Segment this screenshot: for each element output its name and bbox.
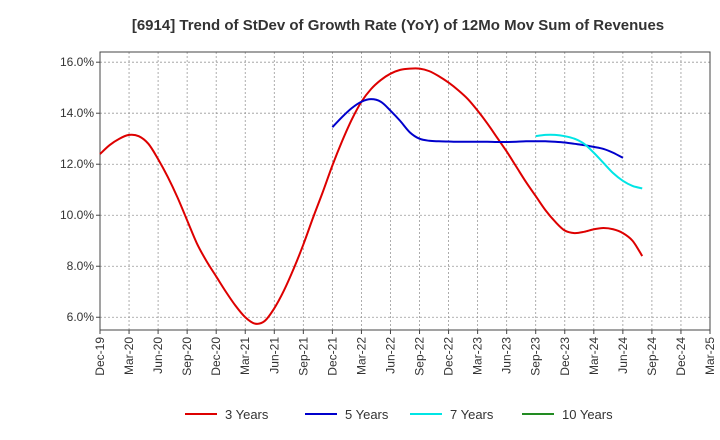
x-tick-label: Dec-20 xyxy=(209,337,223,376)
y-tick-label: 6.0% xyxy=(67,310,95,324)
x-tick-label: Sep-23 xyxy=(529,337,543,376)
plot-area xyxy=(99,51,711,331)
y-axis: 6.0% 8.0% 10.0% 12.0% 14.0% 16.0% xyxy=(60,55,100,324)
x-tick-label: Sep-20 xyxy=(180,337,194,376)
series-line-7-years xyxy=(535,133,643,190)
chart-title: [6914] Trend of StDev of Growth Rate (Yo… xyxy=(132,17,664,34)
x-tick-label: Mar-25 xyxy=(703,337,717,375)
grid xyxy=(100,52,710,330)
x-tick-label: Dec-19 xyxy=(93,337,107,376)
x-tick-label: Jun-21 xyxy=(267,337,281,374)
x-tick-label: Mar-20 xyxy=(122,337,136,375)
y-tick-label: 10.0% xyxy=(60,208,94,222)
x-axis: Dec-19 Mar-20 Jun-20 Sep-20 Dec-20 Mar-21 Jun-… xyxy=(93,330,717,376)
y-tick-label: 12.0% xyxy=(60,157,94,171)
x-tick-label: Dec-22 xyxy=(442,337,456,376)
y-tick-label: 14.0% xyxy=(60,106,94,120)
x-tick-label: Sep-21 xyxy=(296,337,310,376)
legend: 3 Years 5 Years 7 Years 10 Years xyxy=(185,407,613,422)
x-tick-label: Dec-21 xyxy=(325,337,339,376)
legend-label-3-years: 3 Years xyxy=(225,407,269,422)
x-tick-label: Mar-22 xyxy=(354,337,368,375)
x-tick-label: Jun-24 xyxy=(616,337,630,374)
x-tick-label: Mar-24 xyxy=(587,337,601,375)
series-layer xyxy=(99,67,644,325)
x-tick-label: Dec-24 xyxy=(674,337,688,376)
y-tick-label: 16.0% xyxy=(60,55,94,69)
legend-label-5-years: 5 Years xyxy=(345,407,389,422)
x-tick-label: Sep-22 xyxy=(413,337,427,376)
x-tick-label: Sep-24 xyxy=(645,337,659,376)
x-tick-label: Jun-23 xyxy=(500,337,514,374)
x-tick-label: Mar-23 xyxy=(471,337,485,375)
series-line-5-years xyxy=(331,98,624,159)
series-line-3-years xyxy=(99,67,644,325)
x-tick-label: Dec-23 xyxy=(558,337,572,376)
x-tick-label: Mar-21 xyxy=(238,337,252,375)
x-tick-label: Jun-22 xyxy=(383,337,397,374)
legend-label-10-years: 10 Years xyxy=(562,407,613,422)
x-tick-label: Jun-20 xyxy=(151,337,165,374)
legend-label-7-years: 7 Years xyxy=(450,407,494,422)
y-tick-label: 8.0% xyxy=(67,259,95,273)
